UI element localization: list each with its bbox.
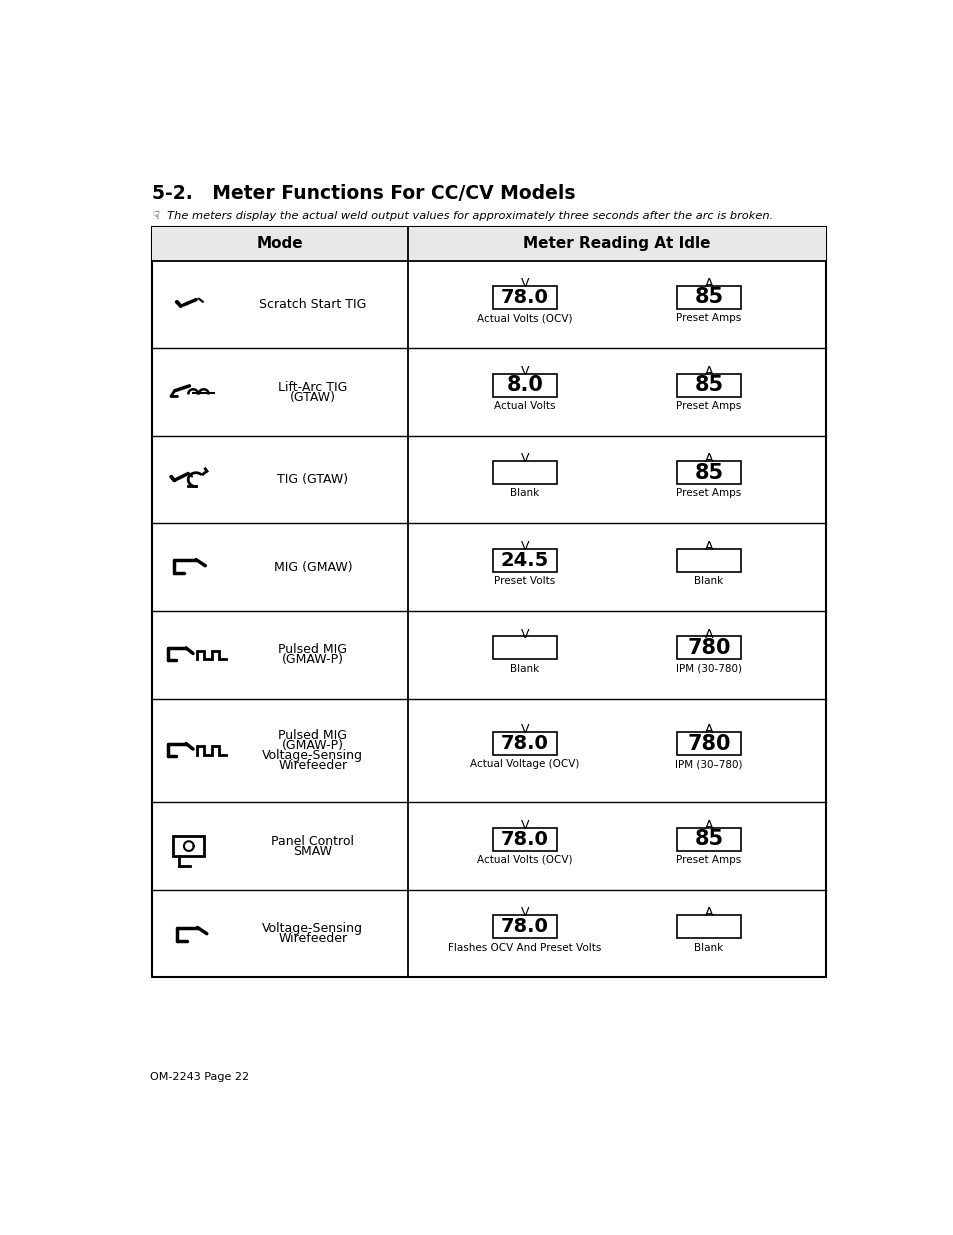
Text: Voltage-Sensing: Voltage-Sensing — [262, 923, 363, 935]
Text: Preset Amps: Preset Amps — [676, 855, 740, 864]
Text: V: V — [520, 540, 529, 553]
Text: Actual Volts (OCV): Actual Volts (OCV) — [476, 314, 572, 324]
Text: Blank: Blank — [694, 576, 723, 587]
Bar — [152, 227, 825, 261]
Text: V: V — [520, 906, 529, 919]
Text: 5-2.   Meter Functions For CC/CV Models: 5-2. Meter Functions For CC/CV Models — [152, 184, 575, 204]
Text: V: V — [520, 277, 529, 290]
Text: A: A — [704, 627, 713, 641]
Text: Blank: Blank — [510, 489, 539, 499]
Text: 78.0: 78.0 — [500, 918, 548, 936]
Text: 78.0: 78.0 — [500, 734, 548, 753]
Text: Scratch Start TIG: Scratch Start TIG — [259, 298, 366, 311]
Bar — [677, 461, 740, 484]
Bar — [677, 636, 740, 659]
Text: 85: 85 — [694, 288, 722, 308]
Text: A: A — [704, 452, 713, 466]
Text: V: V — [520, 364, 529, 378]
Text: 780: 780 — [686, 638, 730, 658]
Bar — [493, 287, 557, 309]
Text: V: V — [520, 724, 529, 736]
Bar — [493, 827, 557, 851]
Bar — [493, 915, 557, 939]
Text: A: A — [704, 819, 713, 832]
Text: A: A — [704, 364, 713, 378]
Text: IPM (30-780): IPM (30-780) — [676, 663, 741, 674]
Text: (GMAW-P): (GMAW-P) — [281, 653, 343, 667]
Text: Flashes OCV And Preset Volts: Flashes OCV And Preset Volts — [448, 942, 601, 952]
Text: 85: 85 — [694, 829, 722, 850]
Bar — [677, 732, 740, 755]
Text: ☟  The meters display the actual weld output values for approximately three seco: ☟ The meters display the actual weld out… — [153, 211, 773, 221]
Text: Meter Reading At Idle: Meter Reading At Idle — [523, 236, 710, 251]
Bar — [493, 461, 557, 484]
Text: Pulsed MIG: Pulsed MIG — [278, 643, 347, 656]
Bar — [152, 227, 825, 977]
Text: Mode: Mode — [256, 236, 303, 251]
Text: Wirefeeder: Wirefeeder — [278, 760, 347, 772]
Text: V: V — [520, 627, 529, 641]
Text: Actual Volts (OCV): Actual Volts (OCV) — [476, 855, 572, 864]
Text: 78.0: 78.0 — [500, 288, 548, 308]
Bar — [493, 636, 557, 659]
Text: Blank: Blank — [510, 663, 539, 674]
Bar — [677, 827, 740, 851]
Text: A: A — [704, 724, 713, 736]
Text: A: A — [704, 540, 713, 553]
Text: Wirefeeder: Wirefeeder — [278, 932, 347, 945]
Text: V: V — [520, 452, 529, 466]
Text: Preset Amps: Preset Amps — [676, 489, 740, 499]
Text: 780: 780 — [686, 734, 730, 753]
Text: Actual Voltage (OCV): Actual Voltage (OCV) — [470, 760, 579, 769]
Text: TIG (GTAW): TIG (GTAW) — [277, 473, 348, 487]
Bar — [677, 287, 740, 309]
Text: A: A — [704, 906, 713, 919]
Text: 85: 85 — [694, 375, 722, 395]
Text: 8.0: 8.0 — [506, 375, 543, 395]
Text: A: A — [704, 277, 713, 290]
Text: 85: 85 — [694, 463, 722, 483]
Text: IPM (30–780): IPM (30–780) — [675, 760, 742, 769]
Bar — [677, 373, 740, 396]
Text: Lift-Arc TIG: Lift-Arc TIG — [278, 380, 347, 394]
Bar — [677, 915, 740, 939]
Text: OM-2243 Page 22: OM-2243 Page 22 — [150, 1072, 249, 1082]
Text: 24.5: 24.5 — [500, 551, 549, 569]
Text: Preset Amps: Preset Amps — [676, 401, 740, 411]
Text: SMAW: SMAW — [293, 845, 332, 857]
Text: 78.0: 78.0 — [500, 830, 548, 848]
Bar — [173, 836, 204, 857]
Text: Preset Volts: Preset Volts — [494, 576, 555, 587]
Bar — [677, 548, 740, 572]
Text: Pulsed MIG: Pulsed MIG — [278, 729, 347, 742]
Text: Panel Control: Panel Control — [271, 835, 354, 847]
Text: Blank: Blank — [694, 942, 723, 952]
Text: Voltage-Sensing: Voltage-Sensing — [262, 748, 363, 762]
Text: (GMAW-P): (GMAW-P) — [281, 739, 343, 752]
Text: (GTAW): (GTAW) — [290, 390, 335, 404]
Text: MIG (GMAW): MIG (GMAW) — [274, 561, 352, 574]
Bar — [493, 732, 557, 755]
Bar — [493, 548, 557, 572]
Bar — [493, 373, 557, 396]
Text: Preset Amps: Preset Amps — [676, 314, 740, 324]
Text: V: V — [520, 819, 529, 832]
Text: Actual Volts: Actual Volts — [494, 401, 556, 411]
